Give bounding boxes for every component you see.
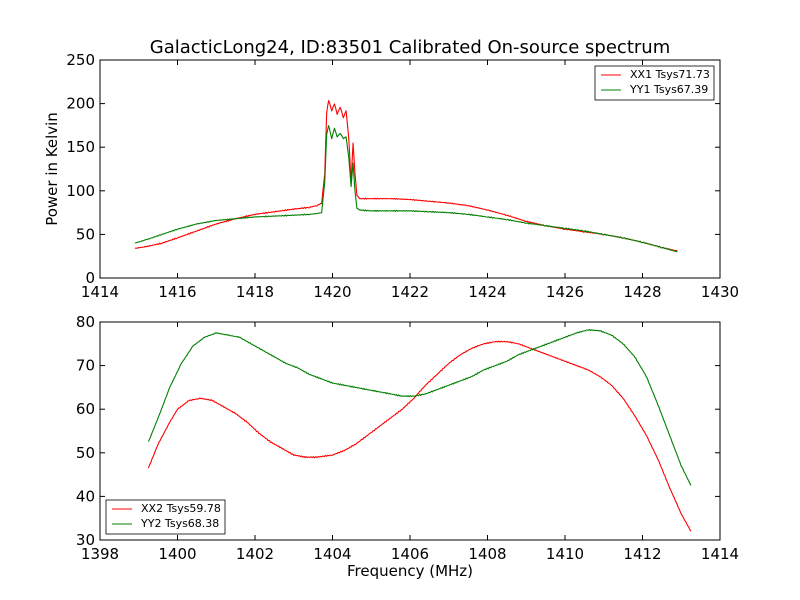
bottom-y-tick-label: 60: [76, 400, 95, 418]
bottom-x-tick-label: 1410: [546, 545, 584, 563]
top-y-tick-label: 150: [66, 138, 95, 156]
bottom-x-tick-label: 1408: [468, 545, 506, 563]
bottom-x-tick-label: 1400: [158, 545, 196, 563]
bottom-chart: 1398 1400 1402 1404 1406 1408 1410 1412 1414 30 40…: [76, 313, 739, 580]
bottom-x-tick-label: 1406: [391, 545, 429, 563]
top-y-tick-label: 0: [85, 269, 95, 287]
bottom-y-tick-label: 50: [76, 444, 95, 462]
top-y-tick-label: 100: [66, 182, 95, 200]
bottom-series-line-1: [147, 340, 692, 532]
bottom-series-line-2: [147, 328, 692, 486]
bottom-y-tick-label: 40: [76, 487, 95, 505]
top-x-tick-label: 1426: [546, 283, 584, 301]
top-series-line-2: [134, 125, 678, 253]
top-y-tick-label: 200: [66, 95, 95, 113]
bottom-axis-ticks: 1398 1400 1402 1404 1406 1408 1410 1412 1414 30 40…: [76, 313, 739, 563]
bottom-x-tick-label: 1398: [81, 545, 119, 563]
top-legend-label-yy1: YY1 Tsys67.39: [629, 83, 708, 96]
top-legend-box: [594, 65, 715, 101]
top-y-tick-label: 250: [66, 51, 95, 69]
top-x-tick-label: 1418: [236, 283, 274, 301]
top-chart: GalacticLong24, ID:83501 Calibrated On-s…: [43, 37, 739, 301]
top-plot-lines: [134, 100, 678, 253]
top-legend: XX1 Tsys71.73 YY1 Tsys67.39: [594, 65, 715, 101]
bottom-plot-lines: [147, 328, 692, 532]
top-y-axis-label: Power in Kelvin: [43, 112, 61, 226]
bottom-legend-box: [105, 499, 226, 535]
bottom-legend-label-yy2: YY2 Tsys68.38: [140, 517, 219, 530]
top-x-tick-label: 1428: [623, 283, 661, 301]
bottom-y-tick-label: 30: [76, 531, 95, 549]
chart-title: GalacticLong24, ID:83501 Calibrated On-s…: [150, 37, 670, 58]
top-x-tick-label: 1420: [313, 283, 351, 301]
bottom-legend-label-xx2: XX2 Tsys59.78: [141, 502, 221, 515]
bottom-x-tick-label: 1404: [313, 545, 351, 563]
bottom-x-tick-label: 1412: [623, 545, 661, 563]
bottom-y-tick-label: 70: [76, 357, 95, 375]
top-x-tick-label: 1414: [81, 283, 119, 301]
top-x-tick-label: 1416: [158, 283, 196, 301]
bottom-legend: XX2 Tsys59.78 YY2 Tsys68.38: [105, 499, 226, 535]
top-y-tick-label: 50: [76, 225, 95, 243]
bottom-x-tick-label: 1414: [701, 545, 739, 563]
top-legend-label-xx1: XX1 Tsys71.73: [630, 68, 710, 81]
bottom-x-axis-label: Frequency (MHz): [347, 562, 473, 580]
top-axis-ticks: 1414 1416 1418 1420 1422 1424 1426 1428 1430 0 50 1…: [66, 51, 739, 301]
top-x-tick-label: 1422: [391, 283, 429, 301]
bottom-y-tick-label: 80: [76, 313, 95, 331]
top-x-tick-label: 1424: [468, 283, 506, 301]
bottom-x-tick-label: 1402: [236, 545, 274, 563]
top-x-tick-label: 1430: [701, 283, 739, 301]
